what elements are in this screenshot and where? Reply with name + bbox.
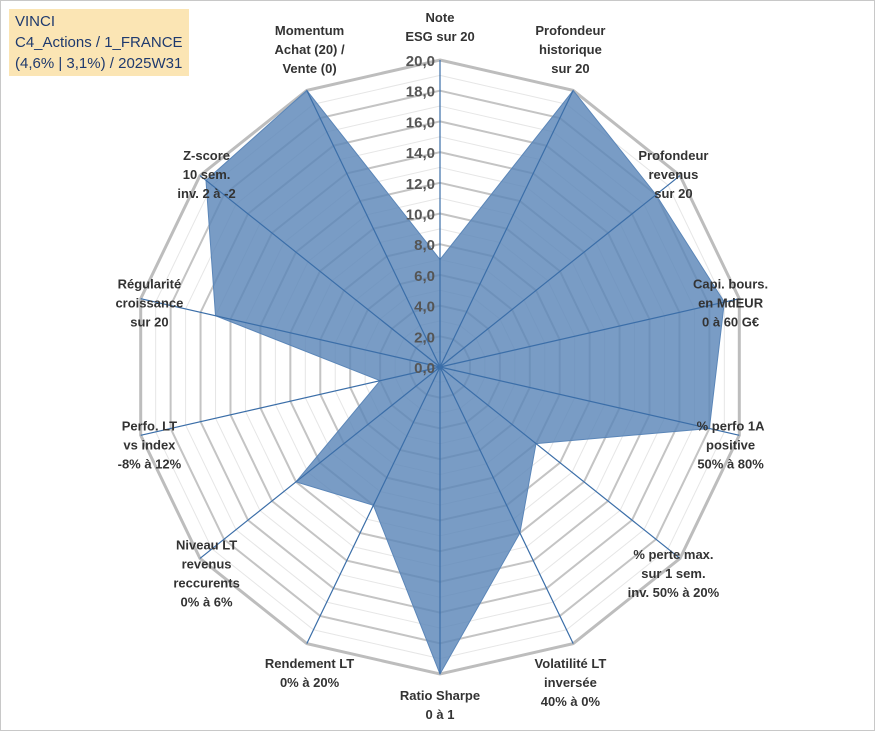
radial-tick-label: 20,0 bbox=[406, 53, 435, 70]
axis-label-line: Note bbox=[426, 10, 455, 25]
axis-label: Momentum Achat (20) / Vente (0) bbox=[275, 23, 345, 76]
axis-label: Ratio Sharpe 0 à 1 bbox=[400, 688, 480, 722]
axis-label: Niveau LT revenus reccurents 0% à 6% bbox=[173, 538, 239, 610]
axis-label-line: 10 sem. bbox=[183, 167, 231, 182]
radial-tick-label: 6,0 bbox=[414, 268, 435, 285]
axis-label-line: inv. 2 à -2 bbox=[177, 186, 235, 201]
axis-label-line: sur 20 bbox=[130, 314, 168, 329]
axis-label-line: revenus bbox=[648, 167, 698, 182]
axis-label-line: ESG sur 20 bbox=[405, 29, 474, 44]
axis-label-line: Vente (0) bbox=[282, 61, 336, 76]
axis-label-line: Volatilité LT bbox=[535, 656, 607, 671]
radial-tick-label: 12,0 bbox=[406, 176, 435, 193]
axis-spoke bbox=[439, 298, 740, 368]
radial-tick-label: 18,0 bbox=[406, 84, 435, 101]
axis-label: Note ESG sur 20 bbox=[405, 10, 474, 44]
axis-label-line: Profondeur bbox=[535, 23, 605, 38]
axis-label: Régularité croissance sur 20 bbox=[115, 276, 183, 329]
axis-label: Rendement LT 0% à 20% bbox=[265, 656, 354, 690]
axis-label-line: 0 à 60 G€ bbox=[702, 314, 759, 329]
axis-label-line: 0 à 1 bbox=[426, 707, 455, 722]
radial-tick-label: 14,0 bbox=[406, 145, 435, 162]
axis-spoke bbox=[306, 90, 441, 368]
axis-label: Perfo. LT vs index -8% à 12% bbox=[118, 419, 182, 472]
axis-label: % perte max. sur 1 sem. inv. 50% à 20% bbox=[628, 547, 720, 600]
axis-label-line: Momentum bbox=[275, 23, 344, 38]
axis-label-line: historique bbox=[539, 42, 602, 57]
radial-tick-label: 16,0 bbox=[406, 114, 435, 131]
radial-tick-label: 4,0 bbox=[414, 299, 435, 316]
axis-label-line: Achat (20) / bbox=[275, 42, 345, 57]
portfolio-category: C4_Actions / 1_FRANCE bbox=[15, 34, 183, 51]
axis-label-line: Rendement LT bbox=[265, 656, 354, 671]
axis-label-line: -8% à 12% bbox=[118, 457, 182, 472]
axis-label-line: % perte max. bbox=[633, 547, 713, 562]
axis-label-line: inv. 50% à 20% bbox=[628, 585, 720, 600]
axis-spoke bbox=[140, 366, 441, 436]
axis-label-line: Z-score bbox=[183, 148, 230, 163]
axis-label-line: inversée bbox=[544, 675, 597, 690]
axis-label-line: positive bbox=[706, 438, 755, 453]
axis-spoke bbox=[199, 366, 441, 559]
axis-label-line: Perfo. LT bbox=[122, 419, 177, 434]
axis-label-line: 50% à 80% bbox=[697, 457, 764, 472]
axis-label-line: 0% à 6% bbox=[181, 595, 233, 610]
axis-label: Z-score 10 sem. inv. 2 à -2 bbox=[177, 148, 235, 201]
axis-label-line: sur 20 bbox=[551, 61, 589, 76]
axis-label-line: en MdEUR bbox=[698, 295, 764, 310]
axis-label: Profondeur historique sur 20 bbox=[535, 23, 605, 76]
axis-label-line: revenus bbox=[182, 557, 232, 572]
axis-label-line: sur 20 bbox=[654, 186, 692, 201]
axis-label: Capi. bours. en MdEUR 0 à 60 G€ bbox=[693, 276, 768, 329]
axis-label-line: Profondeur bbox=[638, 148, 708, 163]
axis-label-line: sur 1 sem. bbox=[641, 566, 705, 581]
axis-spoke bbox=[439, 175, 681, 368]
radial-tick-label: 10,0 bbox=[406, 207, 435, 224]
info-box: VINCI C4_Actions / 1_FRANCE (4,6% | 3,1%… bbox=[9, 9, 189, 76]
axis-label: % perfo 1A positive 50% à 80% bbox=[697, 419, 766, 472]
radial-tick-label: 8,0 bbox=[414, 237, 435, 254]
axis-label-line: % perfo 1A bbox=[697, 419, 766, 434]
axis-label-line: reccurents bbox=[173, 576, 239, 591]
axis-label: Profondeur revenus sur 20 bbox=[638, 148, 708, 201]
radial-tick-label: 0,0 bbox=[414, 360, 435, 377]
axis-spoke bbox=[140, 298, 441, 368]
axis-spoke bbox=[439, 366, 574, 644]
axis-spoke bbox=[439, 366, 681, 559]
axis-label-line: vs index bbox=[123, 438, 176, 453]
period-stats: (4,6% | 3,1%) / 2025W31 bbox=[15, 55, 183, 72]
axis-label-line: 40% à 0% bbox=[541, 694, 601, 709]
axis-spoke bbox=[199, 175, 441, 368]
axis-label-line: Niveau LT bbox=[176, 538, 237, 553]
axis-label-line: Ratio Sharpe bbox=[400, 688, 480, 703]
axis-label-line: Régularité bbox=[118, 276, 182, 291]
company-name: VINCI bbox=[15, 13, 56, 30]
axis-spoke bbox=[439, 90, 574, 368]
axis-spoke bbox=[306, 366, 441, 644]
radial-tick-label: 2,0 bbox=[414, 329, 435, 346]
axis-label-line: croissance bbox=[115, 295, 183, 310]
axis-label: Volatilité LT inversée 40% à 0% bbox=[535, 656, 607, 709]
axis-spoke bbox=[439, 366, 740, 436]
axis-label-line: 0% à 20% bbox=[280, 675, 340, 690]
axis-label-line: Capi. bours. bbox=[693, 276, 768, 291]
